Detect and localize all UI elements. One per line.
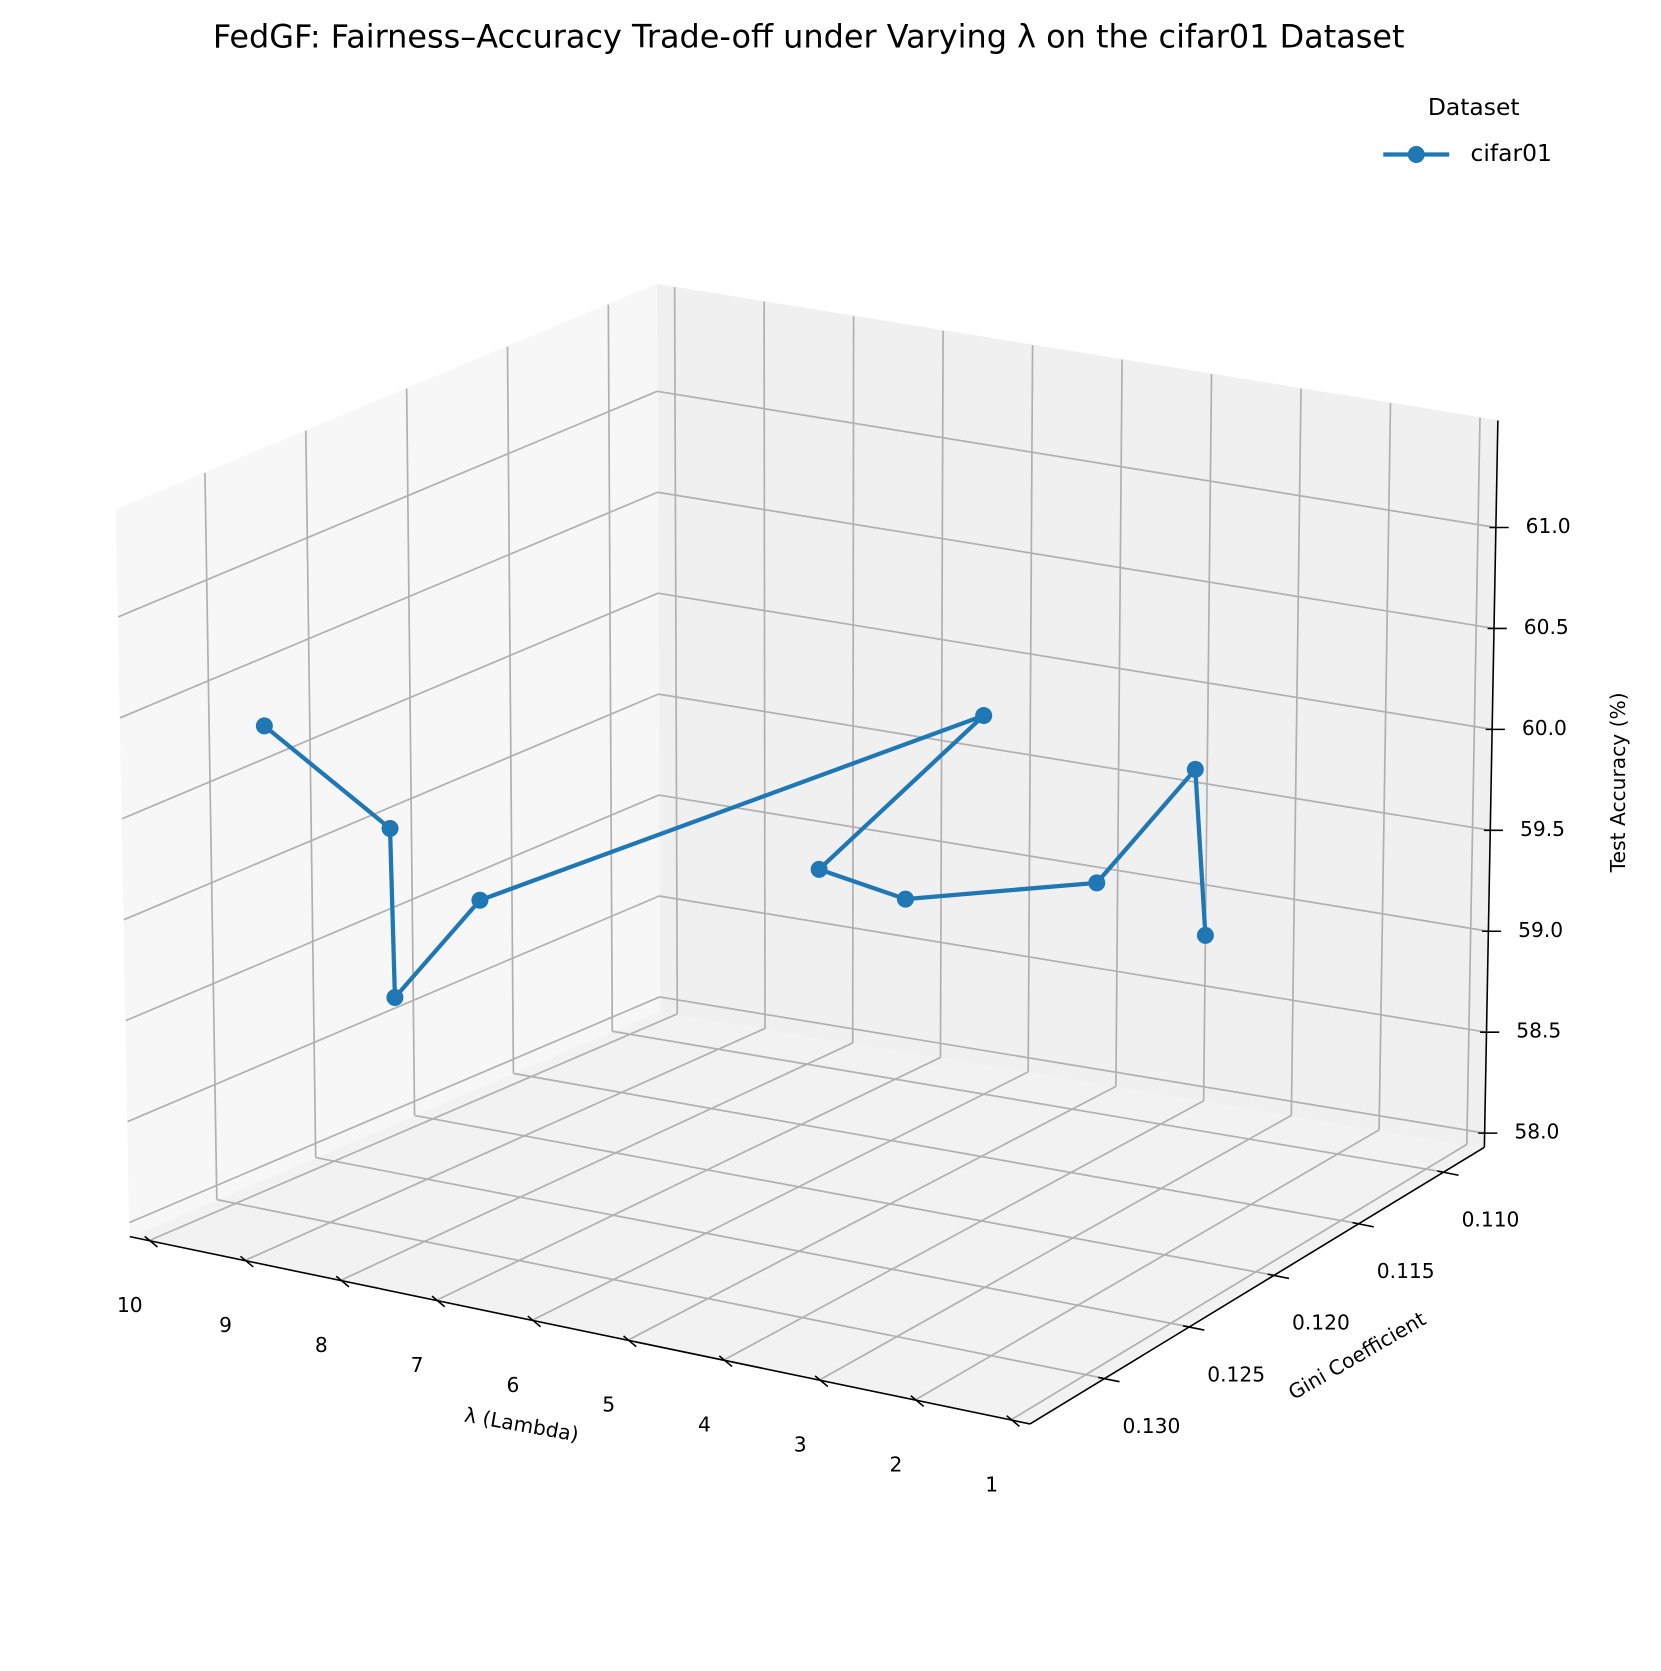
x-tick xyxy=(335,1275,350,1288)
grid-line xyxy=(659,895,1487,1034)
grid-line xyxy=(939,330,944,1058)
grid-line xyxy=(405,388,416,1116)
chart-title: FedGF: Fairness–Accuracy Trade-off under… xyxy=(213,18,1405,56)
grid-line xyxy=(414,1114,1275,1277)
z-tick-label: 58.0 xyxy=(1514,1120,1559,1144)
grid-line xyxy=(506,346,515,1074)
grid-line xyxy=(1465,417,1481,1145)
x-tick xyxy=(144,1235,158,1248)
y-tick-label: 0.125 xyxy=(1207,1362,1265,1386)
grid-line xyxy=(127,895,660,1123)
z-tick-label: 59.0 xyxy=(1518,918,1563,942)
z-axis-line xyxy=(1483,420,1499,1148)
grid-line xyxy=(1378,403,1392,1130)
grid-line xyxy=(1115,359,1123,1087)
x-tick-label: 7 xyxy=(411,1353,424,1377)
data-line xyxy=(263,713,1208,1000)
left-pane xyxy=(115,283,661,1238)
data-point xyxy=(896,890,914,908)
grid-line xyxy=(129,996,660,1224)
y-tick xyxy=(1182,1325,1205,1331)
grid-line xyxy=(658,794,1489,933)
x-tick-label: 5 xyxy=(602,1393,615,1417)
x-axis-line xyxy=(129,1235,1031,1425)
x-tick xyxy=(718,1355,733,1368)
grid-line xyxy=(117,390,658,618)
x-tick-label: 2 xyxy=(890,1452,903,1476)
x-tick xyxy=(239,1255,254,1268)
y-tick xyxy=(1437,1170,1459,1177)
y-tick-label: 0.130 xyxy=(1123,1414,1181,1438)
y-tick-label: 0.120 xyxy=(1292,1311,1350,1335)
x-tick-label: 10 xyxy=(117,1293,143,1317)
x-tick-label: 6 xyxy=(506,1373,519,1397)
grid-line xyxy=(818,1114,1292,1381)
data-point xyxy=(1196,926,1214,944)
grid-line xyxy=(216,1198,1105,1380)
grid-line xyxy=(1290,388,1302,1116)
data-point xyxy=(255,717,273,735)
x-tick xyxy=(431,1295,446,1308)
grid-line xyxy=(657,390,1497,529)
x-tick xyxy=(623,1335,637,1348)
y-tick xyxy=(1267,1273,1290,1280)
data-point xyxy=(386,988,404,1007)
grid-line xyxy=(513,1072,1360,1225)
z-tick-label: 58.5 xyxy=(1516,1019,1561,1043)
grid-line xyxy=(659,996,1485,1134)
grid-line xyxy=(612,1030,1444,1173)
grid-line xyxy=(607,304,614,1032)
z-axis-label: Test Accuracy (%) xyxy=(1606,692,1630,873)
grid-line xyxy=(851,316,855,1043)
grid-line xyxy=(121,592,659,820)
z-tick-label: 59.5 xyxy=(1520,817,1565,841)
legend-marker xyxy=(1407,145,1425,164)
x-tick-label: 9 xyxy=(219,1313,232,1337)
y-axis-line xyxy=(1029,1146,1485,1425)
grid-line xyxy=(627,1085,1117,1342)
z-tick-label: 60.0 xyxy=(1522,716,1567,740)
legend-label: cifar01 xyxy=(1471,139,1552,167)
grid-line xyxy=(1010,1143,1468,1421)
x-tick xyxy=(1006,1415,1020,1427)
grid-line xyxy=(304,430,317,1158)
y-tick xyxy=(1352,1221,1374,1228)
grid-line xyxy=(204,472,218,1200)
x-tick-label: 3 xyxy=(794,1433,807,1457)
x-tick-label: 1 xyxy=(985,1472,998,1496)
y-tick-label: 0.110 xyxy=(1462,1207,1520,1231)
x-tick-label: 8 xyxy=(315,1333,328,1357)
grid-line xyxy=(1027,345,1034,1072)
y-tick-label: 0.115 xyxy=(1377,1259,1435,1283)
grid-line xyxy=(657,491,1495,630)
x-tick xyxy=(814,1375,829,1388)
x-tick xyxy=(527,1315,542,1328)
grid-line xyxy=(914,1129,1380,1401)
legend-title: Dataset xyxy=(1428,93,1520,121)
grid-line xyxy=(763,301,766,1029)
grid-line xyxy=(658,693,1491,832)
data-point xyxy=(471,891,489,909)
z-tick-label: 60.5 xyxy=(1524,615,1569,639)
z-tick-label: 61.0 xyxy=(1526,514,1571,538)
data-point xyxy=(975,707,993,725)
y-tick xyxy=(1098,1376,1120,1383)
x-tick-label: 4 xyxy=(698,1413,711,1437)
grid-line xyxy=(123,693,659,921)
x-tick xyxy=(910,1395,925,1408)
data-point xyxy=(1186,760,1204,778)
data-point xyxy=(1088,874,1106,892)
grid-line xyxy=(673,287,679,1014)
data-point xyxy=(381,819,399,837)
grid-line xyxy=(657,592,1493,731)
grid-line xyxy=(1202,374,1213,1101)
grid-line xyxy=(723,1100,1205,1361)
data-point xyxy=(810,860,828,878)
grid-line xyxy=(315,1156,1190,1328)
grid-line xyxy=(119,491,658,719)
x-axis-label: λ (Lambda) xyxy=(463,1403,581,1447)
